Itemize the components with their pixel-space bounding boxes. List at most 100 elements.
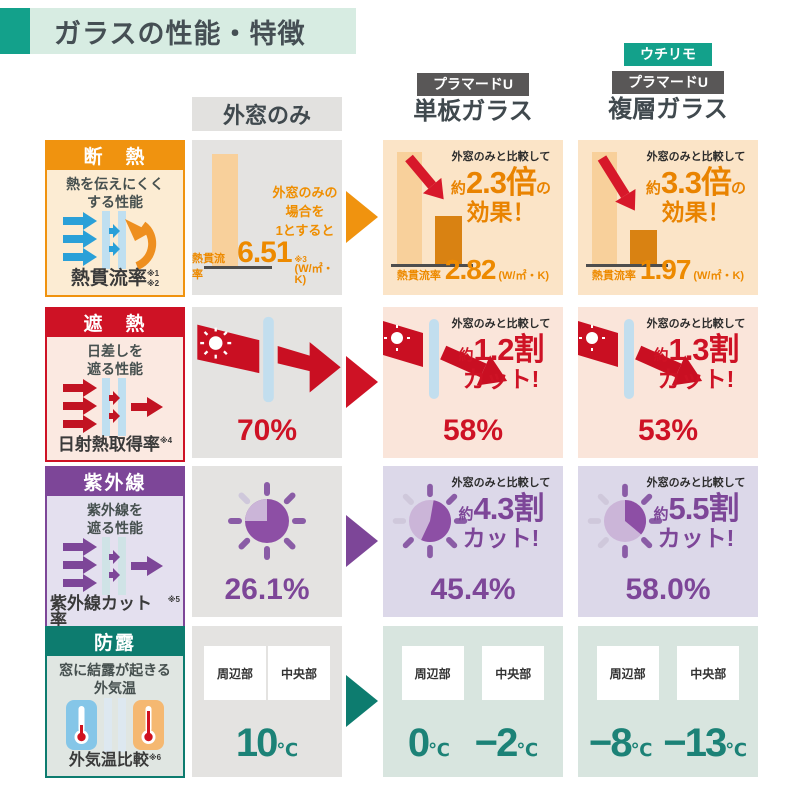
condensation-single-cell: 周辺部 中央部 0℃ −2℃ <box>383 626 563 777</box>
uv-body: 紫外線を 遮る性能 紫外線カット率 <box>45 496 185 639</box>
double-glass-label: 複層ガラス <box>608 95 728 123</box>
uv-outer-cell: 26.1% <box>192 466 342 617</box>
insulation-outer-cell: 外窓のみの 場合を 1とすると 熱貫流率 6.51 ※3 (W/㎡・K) <box>192 140 342 295</box>
flow-arrow-uv <box>346 515 378 567</box>
insulation-header: 断 熱 <box>45 140 185 170</box>
plamado-u-badge: プラマードU <box>611 70 725 94</box>
insulation-metric: 熱貫流率 ※1 ※2 <box>70 268 160 290</box>
uv-double-value: 58.0% <box>625 573 711 606</box>
insulation-icon <box>63 211 167 270</box>
location-chips: 周辺部 中央部 <box>578 646 758 700</box>
sun-through-glass-icon <box>197 316 341 403</box>
improvement-callout: 外窓のみと比較して 約3.3倍の 効果！ <box>645 151 747 225</box>
title-accent-square <box>0 8 30 54</box>
bar-improved <box>630 230 657 264</box>
uv-single-value: 45.4% <box>430 573 516 606</box>
bar-outer-window <box>212 154 238 266</box>
chip-center: 中央部 <box>482 646 545 700</box>
chip-edge: 周辺部 <box>596 646 659 700</box>
uv-double-cell: 外窓のみと比較して 約5.5割 カット! 58.0% <box>578 466 758 617</box>
condensation-header: 防露 <box>45 626 185 656</box>
shading-single-cell: 外窓のみと比較して 約1.2割 カット! 58% <box>383 307 563 458</box>
temp-outer: 10℃ <box>235 721 299 765</box>
condensation-metric: 外気温比較 ※6 <box>68 752 162 770</box>
u-value-double: 熱貫流率 1.97 (W/㎡・K) <box>591 254 745 285</box>
temp-center: −13℃ <box>663 721 747 765</box>
drop-arrow-icon <box>597 155 636 211</box>
temp-center: −2℃ <box>474 721 539 765</box>
insulation-description: 熱を伝えにくく する性能 <box>66 176 164 211</box>
shading-metric: 日射熱取得率 ※4 <box>57 435 173 455</box>
single-glass-label: 単板ガラス <box>413 97 533 125</box>
bar-improved <box>435 216 462 264</box>
temperature-values: 10℃ <box>192 723 342 763</box>
flow-arrow-condensation <box>346 675 378 727</box>
sun-through-glass-icon <box>578 319 703 399</box>
condensation-double-cell: 周辺部 中央部 −8℃ −13℃ <box>578 626 758 777</box>
chart-baseline <box>586 264 668 267</box>
insulation-notes: ※1 ※2 <box>146 269 160 288</box>
improvement-callout: 外窓のみと比較して 約4.3割 カット! <box>451 477 551 551</box>
outer-window-note: 外窓のみの 場合を 1とすると <box>272 185 338 238</box>
flow-arrow-insulation <box>346 191 378 243</box>
shading-description: 日差しを 遮る性能 <box>87 343 143 378</box>
chart-baseline <box>204 266 272 269</box>
row-insulation: 断 熱 熱を伝えにくく する性能 <box>45 140 758 298</box>
title-banner: ガラスの性能・特徴 <box>30 8 356 54</box>
location-chips: 周辺部 中央部 <box>192 646 342 700</box>
shading-double-value: 53% <box>637 414 699 447</box>
location-chips: 周辺部 中央部 <box>383 646 563 700</box>
u-value-outer: 熱貫流率 6.51 ※3 (W/㎡・K) <box>192 236 342 286</box>
thermometer-icon <box>66 697 164 753</box>
chip-edge: 周辺部 <box>204 646 266 700</box>
chip-center: 中央部 <box>268 646 330 700</box>
uv-icon <box>63 537 167 596</box>
temperature-values: 0℃ −2℃ <box>383 723 563 763</box>
plamado-u-badge: プラマードU <box>416 73 530 96</box>
uv-header: 紫外線 <box>45 466 185 496</box>
page-title: ガラスの性能・特徴 <box>54 18 306 49</box>
shading-outer-value: 70% <box>236 414 298 447</box>
drop-arrow-icon <box>405 154 444 200</box>
shading-single-value: 58% <box>442 414 504 447</box>
row-shading: 遮 熱 日差しを 遮る性能 <box>45 307 758 463</box>
condensation-outer-cell: 周辺部 中央部 10℃ <box>192 626 342 777</box>
condensation-body: 窓に結露が起きる 外気温 <box>45 656 185 779</box>
shading-note: ※4 <box>159 436 173 446</box>
uv-outer-value: 26.1% <box>224 573 310 606</box>
improvement-callout: 外窓のみと比較して 約1.2割 カット! <box>451 318 551 392</box>
sun-pie-icon <box>587 483 663 559</box>
improvement-callout: 外窓のみと比較して 約5.5割 カット! <box>646 477 746 551</box>
shading-body: 日差しを 遮る性能 日射熱取得率 <box>45 337 185 463</box>
u-value-single: 熱貫流率 2.82 (W/㎡・K) <box>396 254 550 285</box>
uv-description: 紫外線を 遮る性能 <box>87 502 143 537</box>
column-header-single-glass: プラマードU 単板ガラス <box>383 73 563 124</box>
sun-pie-icon <box>228 482 306 560</box>
shading-header: 遮 熱 <box>45 307 185 337</box>
chip-center: 中央部 <box>677 646 740 700</box>
uv-label-card: 紫外線 紫外線を 遮る性能 <box>45 466 185 639</box>
row-condensation: 防露 窓に結露が起きる 外気温 <box>45 626 758 779</box>
temp-edge: −8℃ <box>588 721 653 765</box>
insulation-double-cell: 外窓のみと比較して 約3.3倍の 効果！ 熱貫流率 1.97 (W/㎡・K) <box>578 140 758 295</box>
column-header-outer-window: 外窓のみ <box>192 97 342 131</box>
chip-edge: 周辺部 <box>401 646 464 700</box>
condensation-description: 窓に結露が起きる 外気温 <box>59 662 171 697</box>
chart-baseline <box>391 264 473 267</box>
temp-edge: 0℃ <box>407 721 450 765</box>
improvement-callout: 外窓のみと比較して 約2.3倍の 効果！ <box>450 151 552 225</box>
uv-single-cell: 外窓のみと比較して 約4.3割 カット! 45.4% <box>383 466 563 617</box>
flow-arrow-shading <box>346 356 378 408</box>
insulation-body: 熱を伝えにくく する性能 <box>45 170 185 298</box>
shading-label-card: 遮 熱 日差しを 遮る性能 <box>45 307 185 463</box>
row-uv: 紫外線 紫外線を 遮る性能 <box>45 466 758 639</box>
temperature-values: −8℃ −13℃ <box>578 723 758 763</box>
note-3: ※3 <box>294 255 307 264</box>
improvement-callout: 外窓のみと比較して 約1.3割 カット! <box>646 318 746 392</box>
sun-pie-icon <box>392 483 468 559</box>
shading-outer-cell: 70% <box>192 307 342 458</box>
insulation-single-cell: 外窓のみと比較して 約2.3倍の 効果！ 熱貫流率 2.82 (W/㎡・K) <box>383 140 563 295</box>
insulation-label-card: 断 熱 熱を伝えにくく する性能 <box>45 140 185 298</box>
uv-metric: 紫外線カット率 ※5 <box>50 594 180 631</box>
